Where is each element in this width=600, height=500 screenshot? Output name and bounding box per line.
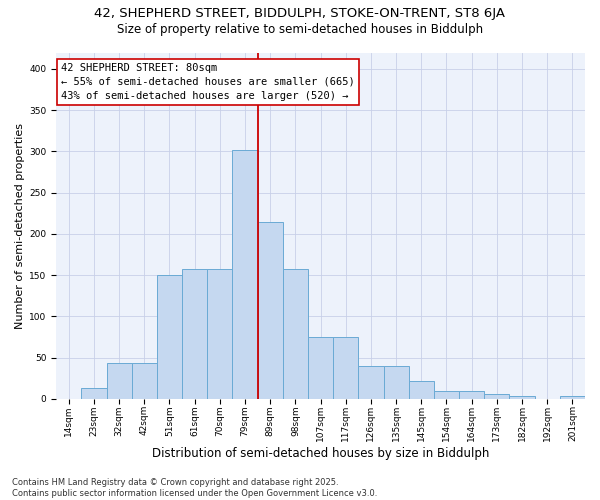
Bar: [232, 150, 257, 399]
Bar: [82, 388, 107, 399]
Text: 42, SHEPHERD STREET, BIDDULPH, STOKE-ON-TRENT, ST8 6JA: 42, SHEPHERD STREET, BIDDULPH, STOKE-ON-…: [95, 8, 505, 20]
Bar: [509, 396, 535, 399]
Bar: [409, 380, 434, 399]
Bar: [131, 362, 157, 399]
Y-axis label: Number of semi-detached properties: Number of semi-detached properties: [15, 122, 25, 328]
Bar: [358, 366, 383, 399]
Bar: [333, 337, 358, 399]
Bar: [257, 222, 283, 399]
Bar: [283, 268, 308, 399]
Text: Size of property relative to semi-detached houses in Biddulph: Size of property relative to semi-detach…: [117, 22, 483, 36]
Text: Contains HM Land Registry data © Crown copyright and database right 2025.
Contai: Contains HM Land Registry data © Crown c…: [12, 478, 377, 498]
Bar: [308, 337, 333, 399]
Bar: [434, 390, 459, 399]
Bar: [383, 366, 409, 399]
X-axis label: Distribution of semi-detached houses by size in Biddulph: Distribution of semi-detached houses by …: [152, 447, 489, 460]
Bar: [157, 275, 182, 399]
Text: 42 SHEPHERD STREET: 80sqm
← 55% of semi-detached houses are smaller (665)
43% of: 42 SHEPHERD STREET: 80sqm ← 55% of semi-…: [61, 63, 355, 101]
Bar: [182, 268, 207, 399]
Bar: [207, 270, 232, 399]
Bar: [484, 394, 509, 399]
Bar: [459, 390, 484, 399]
Bar: [560, 396, 585, 399]
Bar: [107, 362, 131, 399]
